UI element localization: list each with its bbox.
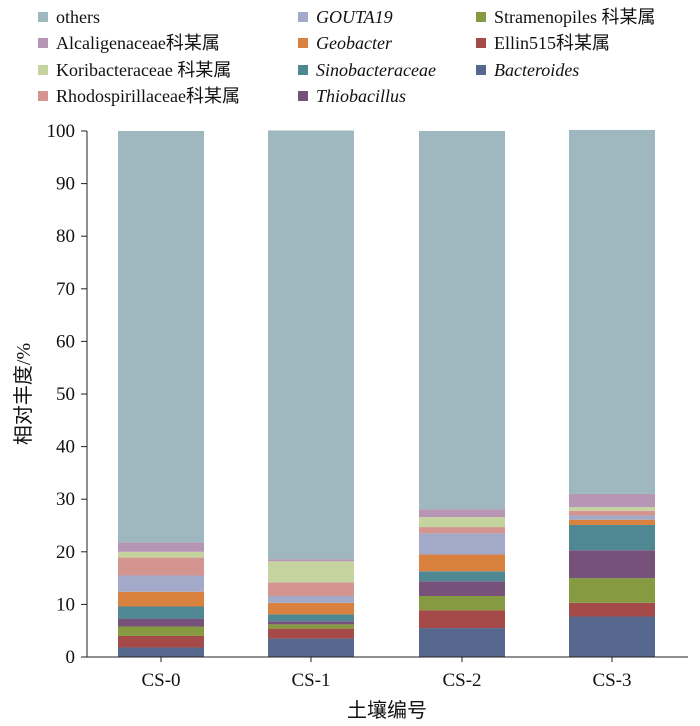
bar-segment: [569, 578, 655, 603]
bar-segment: [419, 610, 505, 629]
legend-label: Koribacteraceae 科某属: [56, 60, 231, 80]
bar-segment: [118, 575, 204, 592]
bar-segment: [118, 626, 204, 636]
bar-segment: [118, 557, 204, 576]
legend-label: Sinobacteraceae: [316, 60, 436, 80]
bar-segment: [118, 551, 204, 558]
y-tick-label: 10: [56, 594, 75, 615]
bar-segment: [268, 561, 354, 583]
legend: others Alcaligenaceae科某属 Koribacteraceae 科…: [38, 7, 655, 106]
y-tick-label: 80: [56, 226, 75, 247]
bar-segment: [268, 559, 354, 562]
bar-segment: [569, 515, 655, 520]
bar-segment: [268, 621, 354, 625]
bar-segment: [118, 635, 204, 648]
bar-segment: [569, 524, 655, 551]
bar-segment: [118, 591, 204, 607]
legend-label: GOUTA19: [316, 7, 393, 27]
legend-item: Bacteroides: [476, 60, 579, 80]
legend-swatch: [38, 65, 48, 75]
y-tick-label: 0: [66, 647, 76, 668]
legend-label: Geobacter: [316, 33, 393, 53]
legend-label: others: [56, 7, 100, 27]
bar-segment: [118, 542, 204, 552]
y-tick-label: 30: [56, 489, 75, 510]
legend-swatch: [476, 12, 486, 22]
legend-swatch: [476, 65, 486, 75]
bar-segment: [419, 628, 505, 657]
bar-segment: [419, 571, 505, 582]
y-axis-title: 相对丰度/%: [12, 343, 35, 445]
legend-swatch: [298, 65, 308, 75]
x-ticks: CS-0 CS-1 CS-2 CS-3: [141, 657, 632, 691]
bars: [118, 129, 655, 657]
legend-item: others: [38, 7, 100, 27]
x-axis-title: 土壤编号: [347, 699, 427, 722]
legend-swatch: [476, 38, 486, 48]
bar-segment: [569, 507, 655, 511]
bar-segment: [268, 628, 354, 639]
bar-segment: [419, 595, 505, 611]
bar-segment: [118, 618, 204, 627]
legend-item: Geobacter: [298, 33, 393, 53]
legend-label: Alcaligenaceae科某属: [56, 33, 220, 53]
bar-segment: [569, 129, 655, 494]
bar-segment: [268, 602, 354, 615]
legend-swatch: [298, 91, 308, 101]
bar-segment: [569, 602, 655, 617]
legend-label: Bacteroides: [494, 60, 579, 80]
legend-swatch: [38, 12, 48, 22]
legend-swatch: [38, 38, 48, 48]
bar-segment: [569, 550, 655, 579]
legend-item: Sinobacteraceae: [298, 60, 436, 80]
x-tick-label: CS-1: [291, 670, 330, 691]
bar-segment: [569, 616, 655, 657]
legend-label: Stramenopiles 科某属: [494, 7, 655, 27]
bar-segment: [268, 595, 354, 603]
legend-item: Ellin515科某属: [476, 33, 610, 53]
x-tick-label: CS-2: [442, 670, 481, 691]
legend-item: Alcaligenaceae科某属: [38, 33, 220, 53]
bar-segment: [268, 614, 354, 622]
bar-segment: [569, 510, 655, 516]
legend-swatch: [298, 38, 308, 48]
bar-segment: [118, 606, 204, 619]
y-tick-label: 100: [47, 121, 76, 142]
y-tick-label: 90: [56, 174, 75, 195]
bar-segment: [419, 517, 505, 528]
legend-item: GOUTA19: [298, 7, 393, 27]
x-tick-label: CS-0: [141, 670, 180, 691]
bar-segment: [569, 493, 655, 508]
legend-item: Stramenopiles 科某属: [476, 7, 655, 27]
bar-segment: [268, 582, 354, 596]
bar-segment: [268, 624, 354, 629]
y-tick-label: 70: [56, 279, 75, 300]
bar-segment: [419, 527, 505, 534]
legend-label: Ellin515科某属: [494, 33, 610, 53]
bar-segment: [419, 509, 505, 518]
y-tick-label: 20: [56, 542, 75, 563]
legend-item: Thiobacillus: [298, 86, 406, 106]
bar-segment: [268, 638, 354, 657]
legend-item: Koribacteraceae 科某属: [38, 60, 231, 80]
bar-segment: [569, 519, 655, 525]
bar-segment: [419, 131, 505, 510]
bar-segment: [419, 581, 505, 596]
y-ticks: 0 10 20 30 40 50 60 70 80 90 100: [47, 121, 87, 668]
legend-swatch: [298, 12, 308, 22]
bar-segment: [118, 131, 204, 543]
legend-label: Thiobacillus: [316, 86, 406, 106]
bar-segment: [118, 647, 204, 657]
legend-label: Rhodospirillaceae科某属: [56, 86, 240, 106]
bar-segment: [419, 554, 505, 572]
x-tick-label: CS-3: [592, 670, 631, 691]
bar-segment: [419, 533, 505, 555]
y-tick-label: 40: [56, 437, 75, 458]
y-tick-label: 60: [56, 331, 75, 352]
bar-segment: [268, 130, 354, 560]
y-tick-label: 50: [56, 384, 75, 405]
legend-item: Rhodospirillaceae科某属: [38, 86, 240, 106]
legend-swatch: [38, 91, 48, 101]
